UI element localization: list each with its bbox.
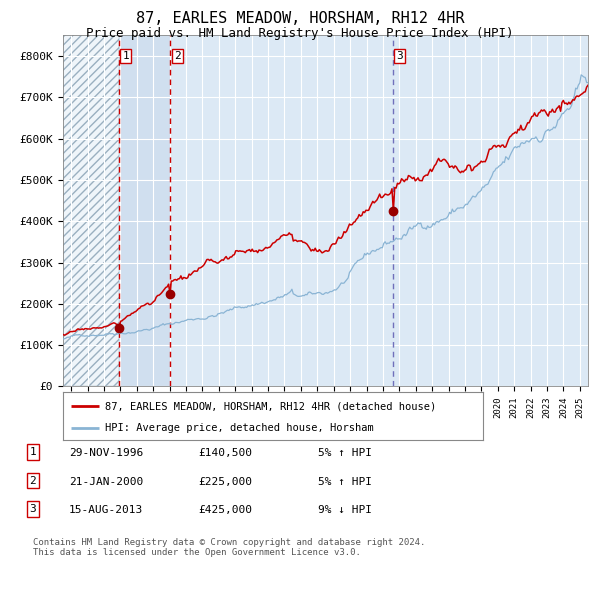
Text: 9% ↓ HPI: 9% ↓ HPI: [318, 505, 372, 515]
Text: 87, EARLES MEADOW, HORSHAM, RH12 4HR (detached house): 87, EARLES MEADOW, HORSHAM, RH12 4HR (de…: [105, 401, 436, 411]
Text: 29-NOV-1996: 29-NOV-1996: [69, 448, 143, 458]
Text: 3: 3: [29, 504, 37, 514]
Text: Price paid vs. HM Land Registry's House Price Index (HPI): Price paid vs. HM Land Registry's House …: [86, 27, 514, 40]
Text: £140,500: £140,500: [198, 448, 252, 458]
Text: 15-AUG-2013: 15-AUG-2013: [69, 505, 143, 515]
Text: 87, EARLES MEADOW, HORSHAM, RH12 4HR: 87, EARLES MEADOW, HORSHAM, RH12 4HR: [136, 11, 464, 25]
Text: 5% ↑ HPI: 5% ↑ HPI: [318, 477, 372, 487]
Text: 1: 1: [122, 51, 129, 61]
Bar: [63, 35, 119, 386]
Text: 2: 2: [29, 476, 37, 486]
Text: 2: 2: [174, 51, 181, 61]
Bar: [63, 35, 119, 386]
Text: 3: 3: [397, 51, 403, 61]
Bar: [119, 35, 170, 386]
Text: 21-JAN-2000: 21-JAN-2000: [69, 477, 143, 487]
Text: HPI: Average price, detached house, Horsham: HPI: Average price, detached house, Hors…: [105, 423, 374, 433]
Text: Contains HM Land Registry data © Crown copyright and database right 2024.
This d: Contains HM Land Registry data © Crown c…: [33, 538, 425, 558]
Text: 5% ↑ HPI: 5% ↑ HPI: [318, 448, 372, 458]
Text: £425,000: £425,000: [198, 505, 252, 515]
Text: 1: 1: [29, 447, 37, 457]
Text: £225,000: £225,000: [198, 477, 252, 487]
